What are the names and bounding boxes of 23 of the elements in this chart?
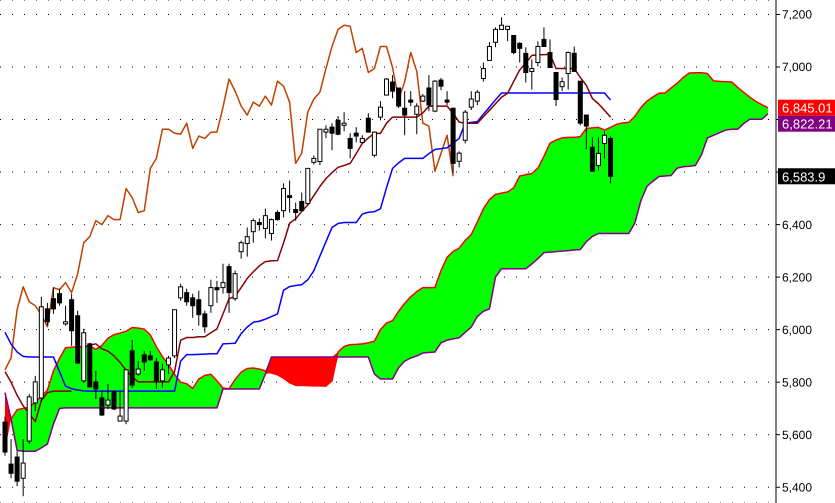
candlestick (402, 90, 408, 136)
candlestick (408, 90, 414, 107)
y-tick-label: 7,000 (782, 60, 812, 74)
y-tick-label: 5,800 (782, 375, 812, 390)
candlestick (480, 62, 486, 82)
y-tick-label: 6,000 (782, 322, 812, 337)
y-tick-label: 5,600 (782, 428, 812, 442)
y-tick-label: 7,200 (782, 8, 812, 22)
candlestick (414, 102, 420, 135)
candlestick (378, 100, 383, 121)
candlestick (348, 132, 353, 159)
candlestick (166, 355, 171, 375)
y-tick-label: 6,200 (782, 270, 812, 284)
text: 6,583.9 (782, 169, 826, 184)
candlestick (444, 90, 450, 106)
line-series (4, 24, 454, 371)
candlestick (486, 42, 492, 61)
text: 6,845.01 (782, 100, 833, 116)
line-series (4, 92, 612, 392)
text: 6,822.21 (782, 116, 833, 132)
candlestick (354, 126, 359, 143)
y-tick-label: 5,400 (782, 480, 812, 494)
y-tick-label: 6,400 (782, 218, 812, 232)
